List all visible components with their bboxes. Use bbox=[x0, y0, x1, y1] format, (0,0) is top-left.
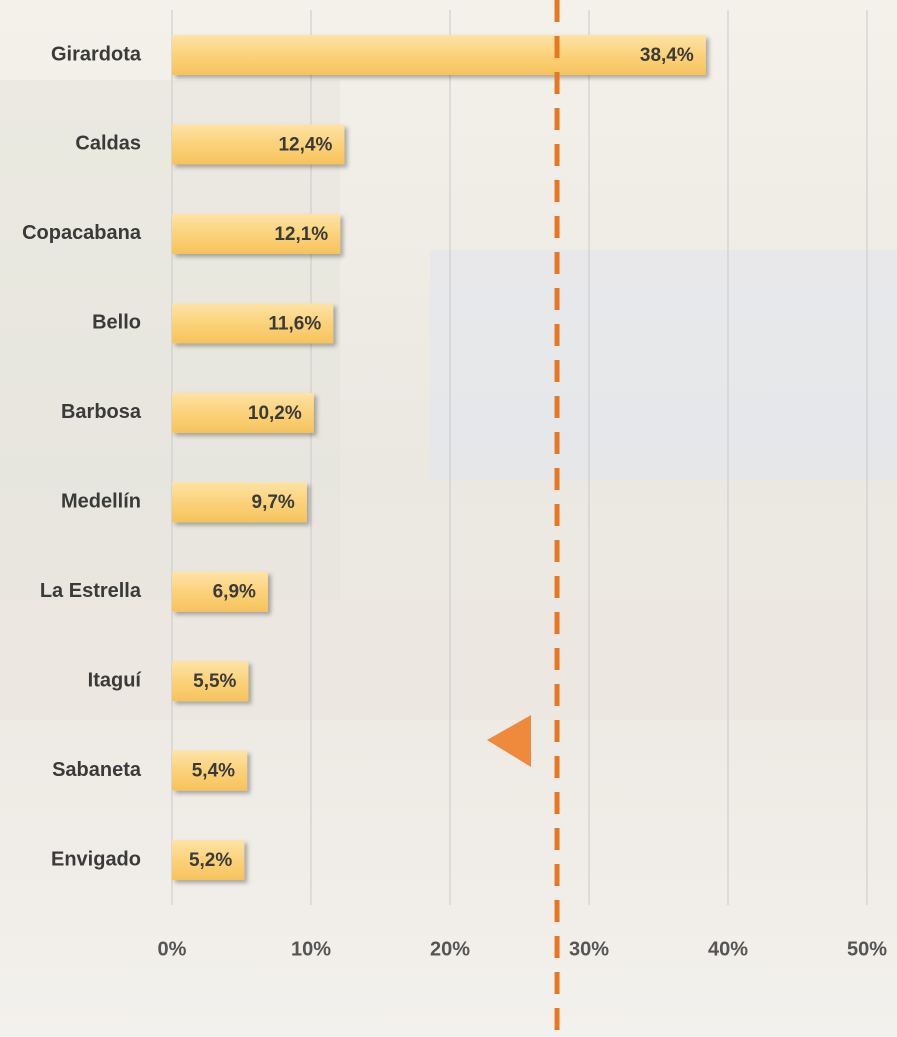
bar bbox=[172, 571, 268, 612]
x-tick-label: 0% bbox=[158, 938, 187, 960]
bar bbox=[172, 213, 341, 254]
bar bbox=[172, 750, 248, 791]
bar bbox=[172, 840, 245, 880]
value-label: 6,9% bbox=[213, 582, 256, 603]
value-label: 12,4% bbox=[278, 134, 332, 155]
value-label: 38,4% bbox=[640, 45, 694, 66]
value-label: 9,7% bbox=[252, 492, 295, 513]
background-photo bbox=[0, 600, 897, 720]
x-tick-label: 40% bbox=[708, 938, 748, 960]
background-photo bbox=[430, 250, 897, 480]
value-label: 11,6% bbox=[268, 313, 321, 334]
decorative-arrow bbox=[487, 715, 531, 767]
bar bbox=[172, 661, 249, 702]
value-label: 5,2% bbox=[189, 850, 232, 871]
category-label: Sabaneta bbox=[52, 759, 142, 781]
category-label: Caldas bbox=[75, 133, 141, 155]
x-tick-label: 10% bbox=[291, 938, 331, 960]
category-label: Barbosa bbox=[61, 401, 142, 423]
bar bbox=[172, 303, 334, 344]
x-tick-label: 30% bbox=[569, 938, 609, 960]
bar bbox=[172, 35, 706, 75]
x-tick-label: 20% bbox=[430, 938, 470, 960]
value-label: 10,2% bbox=[248, 403, 302, 424]
value-label: 5,5% bbox=[193, 671, 236, 692]
bar bbox=[172, 124, 345, 165]
category-label: Envigado bbox=[51, 848, 141, 870]
x-tick-label: 50% bbox=[847, 938, 887, 960]
category-label: Girardota bbox=[51, 43, 142, 65]
category-label: Medellín bbox=[61, 491, 141, 513]
value-label: 12,1% bbox=[274, 224, 328, 245]
category-label: Itaguí bbox=[88, 669, 143, 691]
category-label: Bello bbox=[92, 312, 141, 334]
category-label: Copacabana bbox=[22, 222, 142, 244]
value-label: 5,4% bbox=[192, 761, 235, 782]
bar bbox=[172, 482, 307, 523]
bar bbox=[172, 392, 314, 433]
category-label: La Estrella bbox=[40, 580, 142, 602]
